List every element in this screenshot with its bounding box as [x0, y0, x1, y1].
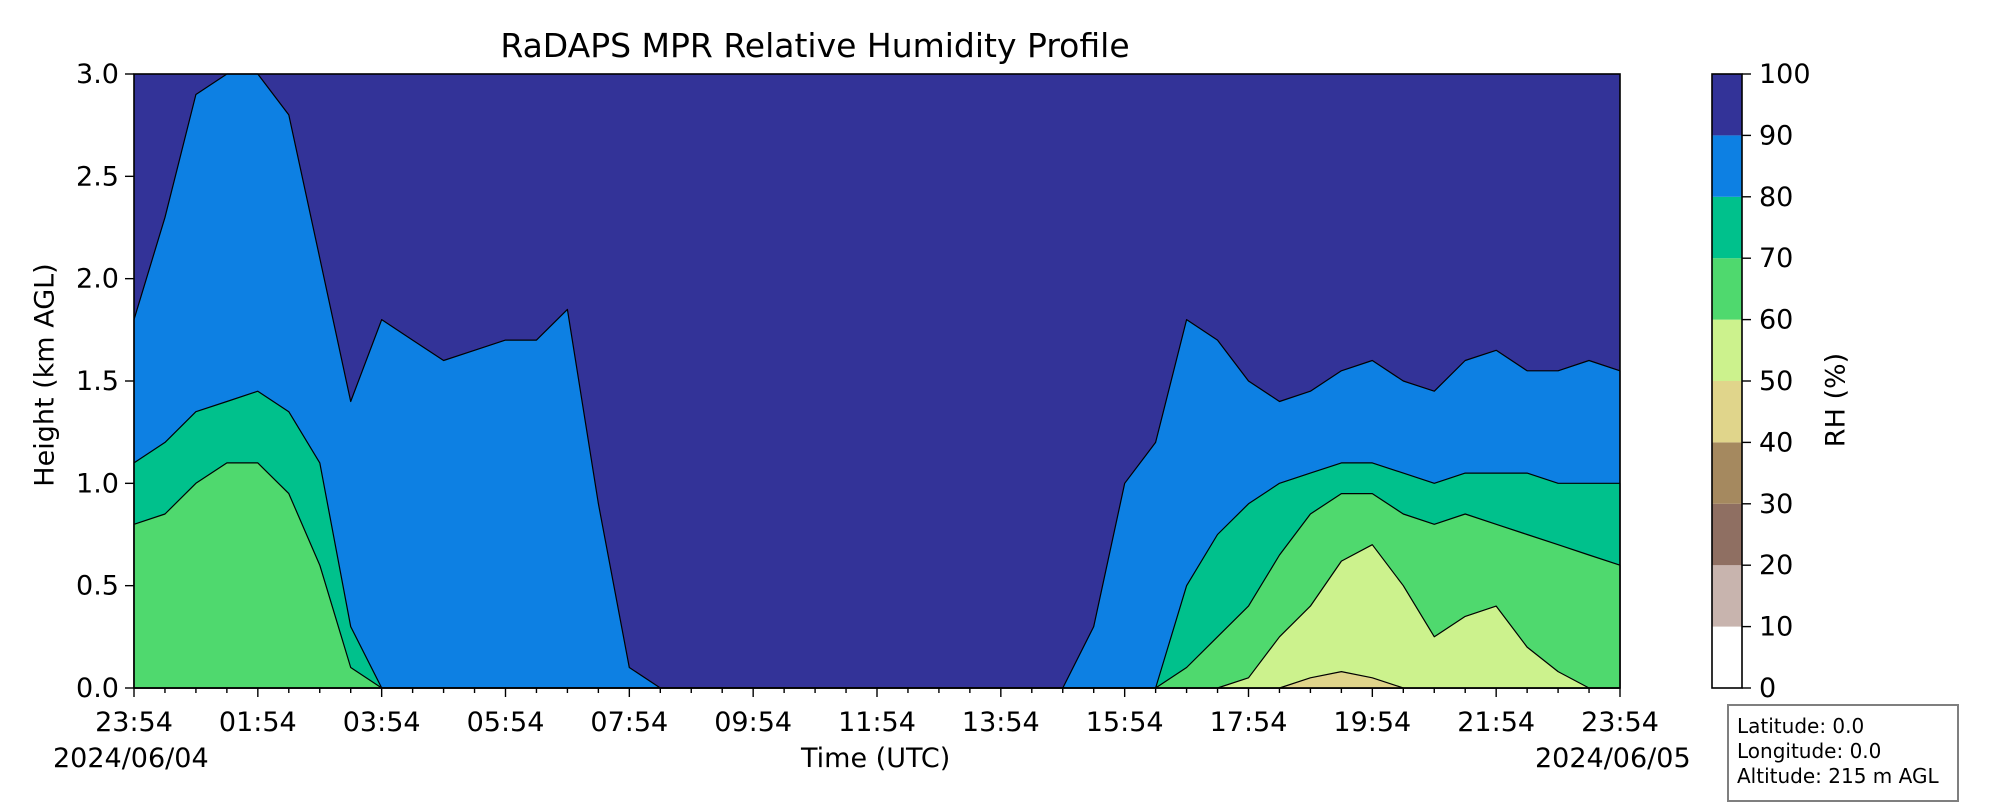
x-tick-label: 23:54: [95, 707, 173, 738]
y-tick-label: 1.0: [76, 468, 119, 499]
altitude-text: Altitude: 215 m AGL: [1737, 764, 1939, 788]
colorbar-swatch: [1712, 319, 1742, 381]
y-axis-label: Height (km AGL): [29, 263, 61, 487]
colorbar-swatch: [1712, 135, 1742, 197]
y-tick-label: 3.0: [76, 59, 119, 90]
x-tick-label: 13:54: [962, 707, 1040, 738]
x-tick-label: 23:54: [1581, 707, 1659, 738]
y-tick-label: 2.5: [76, 161, 119, 192]
y-tick-label: 0.0: [76, 673, 119, 704]
x-tick-label: 05:54: [467, 707, 545, 738]
station-info-box: Latitude: 0.0 Longitude: 0.0 Altitude: 2…: [1727, 704, 1959, 802]
x-axis-label: Time (UTC): [801, 743, 951, 774]
x-tick-label: 03:54: [343, 707, 421, 738]
x-tick-label: 09:54: [714, 707, 792, 738]
x-tick-label: 17:54: [1210, 707, 1288, 738]
colorbar-label: RH (%): [1820, 352, 1852, 448]
longitude-text: Longitude: 0.0: [1737, 739, 1882, 763]
x-tick-label: 15:54: [1086, 707, 1164, 738]
colorbar-swatch: [1712, 442, 1742, 504]
x-tick-label: 21:54: [1457, 707, 1535, 738]
latitude-text: Latitude: 0.0: [1737, 714, 1865, 738]
x-tick-label: 11:54: [838, 707, 916, 738]
colorbar-tick-label: 60: [1759, 305, 1793, 336]
x-tick-label: 19:54: [1333, 707, 1411, 738]
y-tick-label: 0.5: [76, 571, 119, 602]
colorbar-tick-label: 80: [1759, 182, 1793, 213]
colorbar-tick-label: 0: [1759, 673, 1776, 704]
colorbar-tick-label: 70: [1759, 243, 1793, 274]
colorbar-swatch: [1712, 74, 1742, 136]
colorbar-swatch: [1712, 196, 1742, 259]
end-date-label: 2024/06/05: [1535, 743, 1691, 774]
x-tick-label: 07:54: [590, 707, 668, 738]
y-tick-label: 2.0: [76, 264, 119, 295]
start-date-label: 2024/06/04: [53, 743, 209, 774]
colorbar-tick-label: 40: [1759, 427, 1793, 458]
colorbar-swatch: [1712, 381, 1742, 443]
chart-title: RaDAPS MPR Relative Humidity Profile: [500, 26, 1130, 65]
colorbar-tick-label: 30: [1759, 489, 1793, 520]
colorbar-tick-label: 20: [1759, 550, 1793, 581]
colorbar-swatch: [1712, 565, 1742, 627]
colorbar-tick-label: 100: [1759, 59, 1811, 90]
colorbar-tick-label: 90: [1759, 120, 1793, 151]
y-tick-label: 1.5: [76, 366, 119, 397]
colorbar-swatch: [1712, 626, 1742, 688]
colorbar-swatch: [1712, 503, 1742, 566]
colorbar-tick-label: 50: [1759, 366, 1793, 397]
colorbar-swatch: [1712, 258, 1742, 320]
x-tick-label: 01:54: [219, 707, 297, 738]
colorbar-tick-label: 10: [1759, 612, 1793, 643]
